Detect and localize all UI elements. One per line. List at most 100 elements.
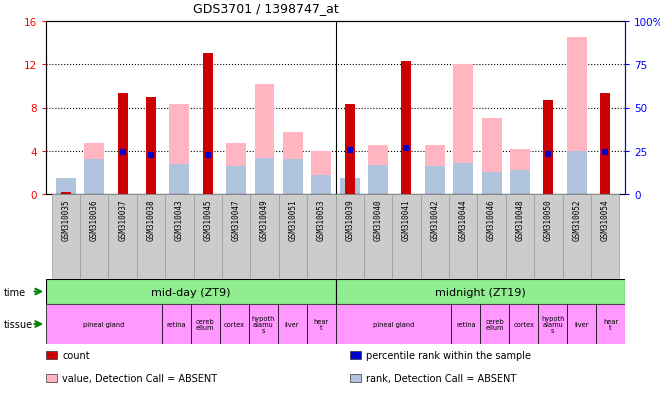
Bar	[46, 279, 335, 304]
Text: GSM310044: GSM310044	[459, 199, 468, 240]
Text: GSM310049: GSM310049	[260, 199, 269, 240]
Bar	[84, 144, 104, 195]
Text: retina: retina	[456, 321, 476, 327]
Text: cortex: cortex	[513, 321, 534, 327]
Bar	[600, 94, 610, 195]
Bar	[420, 195, 449, 279]
Text: GSM310042: GSM310042	[430, 199, 440, 240]
Bar	[249, 304, 278, 344]
Bar	[193, 195, 222, 279]
Text: GSM310039: GSM310039	[345, 199, 354, 240]
Bar	[364, 195, 392, 279]
Text: GSM310048: GSM310048	[515, 199, 525, 240]
Bar	[61, 193, 71, 195]
Text: GSM310052: GSM310052	[572, 199, 581, 240]
Text: percentile rank within the sample: percentile rank within the sample	[366, 350, 531, 360]
Bar	[425, 166, 445, 195]
Bar	[345, 105, 354, 195]
Bar	[510, 304, 538, 344]
Bar	[510, 171, 530, 195]
Bar	[453, 65, 473, 195]
Text: GSM310046: GSM310046	[487, 199, 496, 240]
Text: hypoth
alamu
s: hypoth alamu s	[541, 315, 564, 333]
Bar	[283, 133, 303, 195]
Bar	[567, 152, 587, 195]
Bar	[480, 304, 510, 344]
Bar	[137, 195, 165, 279]
Bar	[340, 178, 360, 195]
Bar	[170, 164, 189, 195]
Text: cortex: cortex	[224, 321, 245, 327]
Text: GSM310043: GSM310043	[175, 199, 184, 240]
Bar	[567, 304, 596, 344]
Bar	[255, 159, 275, 195]
Text: GSM310037: GSM310037	[118, 199, 127, 240]
Bar	[510, 149, 530, 195]
Bar	[312, 152, 331, 195]
Bar	[392, 195, 420, 279]
Bar	[51, 195, 80, 279]
Text: value, Detection Call = ABSENT: value, Detection Call = ABSENT	[63, 373, 218, 383]
Text: mid-day (ZT9): mid-day (ZT9)	[151, 287, 230, 297]
Bar	[203, 54, 213, 195]
Text: GSM310045: GSM310045	[203, 199, 213, 240]
Bar	[506, 195, 534, 279]
Text: GDS3701 / 1398747_at: GDS3701 / 1398747_at	[193, 2, 339, 15]
Bar	[56, 178, 76, 195]
Text: tissue: tissue	[3, 319, 32, 329]
Text: liver: liver	[574, 321, 589, 327]
Bar	[453, 163, 473, 195]
Bar	[306, 304, 335, 344]
Bar	[250, 195, 279, 279]
Bar	[146, 97, 156, 195]
Bar	[278, 304, 306, 344]
Bar	[279, 195, 307, 279]
Bar	[335, 279, 625, 304]
Bar	[226, 166, 246, 195]
Bar	[165, 195, 193, 279]
Bar	[117, 94, 127, 195]
Bar	[477, 195, 506, 279]
Text: GSM310035: GSM310035	[61, 199, 71, 240]
Text: hear
t: hear t	[314, 318, 329, 330]
Bar	[451, 304, 480, 344]
Text: cereb
ellum: cereb ellum	[196, 318, 214, 330]
Text: GSM310051: GSM310051	[288, 199, 298, 240]
Bar	[591, 195, 619, 279]
Bar	[162, 304, 191, 344]
Text: pineal gland: pineal gland	[373, 321, 414, 327]
Bar	[449, 195, 477, 279]
Bar	[543, 101, 553, 195]
Text: cereb
ellum: cereb ellum	[485, 318, 504, 330]
Text: rank, Detection Call = ABSENT: rank, Detection Call = ABSENT	[366, 373, 516, 383]
Text: GSM310040: GSM310040	[374, 199, 383, 240]
Bar	[226, 144, 246, 195]
Bar	[220, 304, 249, 344]
Bar	[425, 146, 445, 195]
Text: retina: retina	[166, 321, 186, 327]
Bar	[401, 62, 411, 195]
Text: midnight (ZT19): midnight (ZT19)	[435, 287, 525, 297]
Bar	[482, 173, 502, 195]
Text: count: count	[63, 350, 90, 360]
Bar	[283, 160, 303, 195]
Bar	[170, 105, 189, 195]
Bar	[596, 304, 625, 344]
Bar	[80, 195, 108, 279]
Text: GSM310038: GSM310038	[147, 199, 156, 240]
Bar	[312, 175, 331, 195]
Text: GSM310053: GSM310053	[317, 199, 326, 240]
Text: time: time	[3, 287, 26, 297]
Bar	[335, 195, 364, 279]
Bar	[255, 85, 275, 195]
Bar	[108, 195, 137, 279]
Bar	[567, 38, 587, 195]
Bar	[222, 195, 250, 279]
Bar	[46, 304, 162, 344]
Text: pineal gland: pineal gland	[83, 321, 125, 327]
Bar	[335, 304, 451, 344]
Text: GSM310047: GSM310047	[232, 199, 241, 240]
Bar	[368, 146, 388, 195]
Bar	[191, 304, 220, 344]
Bar	[534, 195, 562, 279]
